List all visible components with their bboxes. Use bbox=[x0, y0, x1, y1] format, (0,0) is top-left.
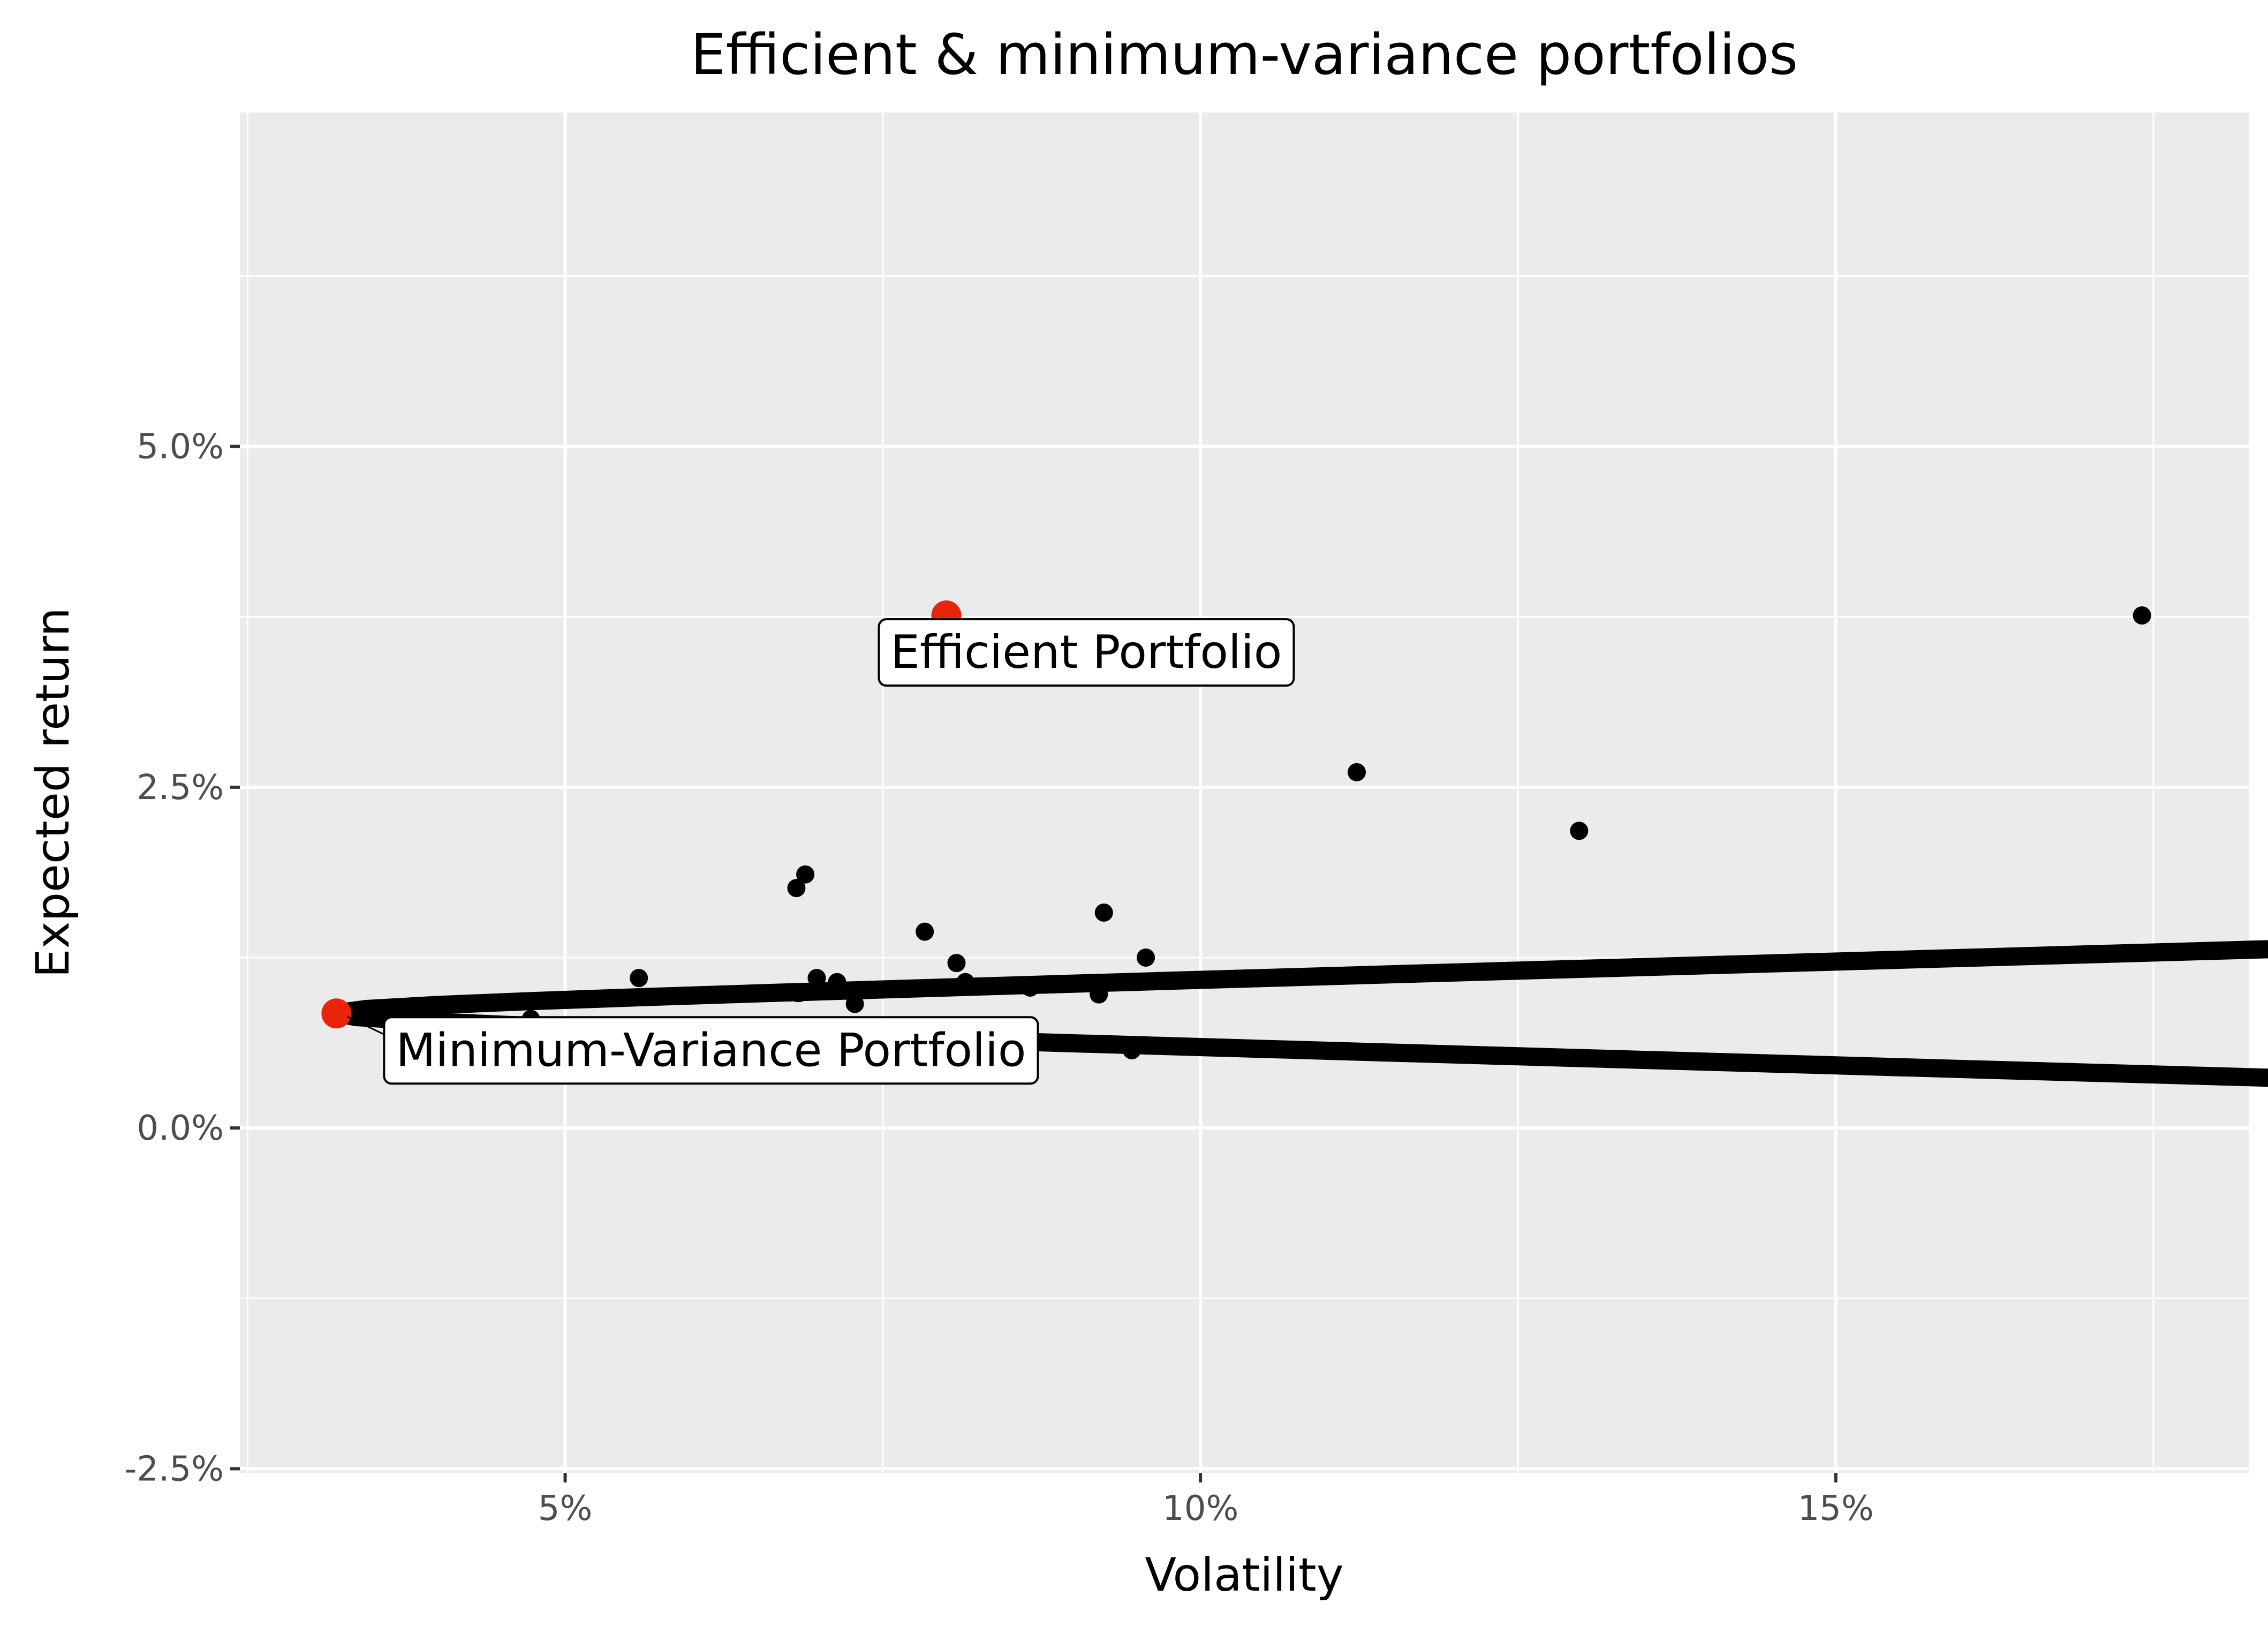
x-axis-title: Volatility bbox=[1145, 1548, 1343, 1602]
asset-point bbox=[1570, 822, 1589, 840]
asset-point bbox=[630, 969, 648, 988]
asset-point bbox=[1094, 903, 1113, 922]
asset-point bbox=[947, 954, 966, 973]
y-tick-label: 5.0% bbox=[137, 427, 224, 467]
asset-point bbox=[787, 879, 806, 898]
x-tick-label: 10% bbox=[1162, 1489, 1238, 1529]
highlighted-portfolios: Efficient Portfolio Minimum-Variance Port… bbox=[321, 600, 1295, 1085]
y-axis-title: Expected return bbox=[26, 607, 80, 978]
label-leader-line bbox=[346, 1015, 385, 1035]
asset-point bbox=[1137, 948, 1155, 967]
grid-minor bbox=[240, 112, 2249, 1473]
asset-point bbox=[956, 973, 975, 991]
asset-point bbox=[1021, 978, 1040, 997]
asset-point bbox=[916, 922, 934, 941]
x-axis-ticks: 5% 10% 15% bbox=[538, 1473, 1874, 1529]
y-axis-ticks: -2.5% 0.0% 2.5% 5.0% bbox=[124, 427, 240, 1489]
grid-major bbox=[240, 112, 2249, 1473]
x-tick-label: 15% bbox=[1798, 1489, 1874, 1529]
asset-point bbox=[845, 995, 864, 1013]
x-tick-label: 5% bbox=[538, 1489, 593, 1529]
asset-points bbox=[521, 606, 2151, 1060]
asset-point bbox=[1091, 977, 1109, 996]
portfolio-label-box bbox=[878, 618, 1295, 687]
plot-panel bbox=[240, 112, 2249, 1473]
asset-point bbox=[1122, 1041, 1141, 1060]
asset-point bbox=[828, 973, 846, 991]
y-tick-label: -2.5% bbox=[124, 1449, 224, 1489]
portfolio-label: Efficient Portfolio bbox=[890, 626, 1282, 679]
highlight-point bbox=[321, 998, 352, 1029]
y-tick-label: 2.5% bbox=[137, 768, 224, 808]
asset-point bbox=[790, 984, 808, 1003]
portfolio-label: Minimum-Variance Portfolio bbox=[396, 1023, 1026, 1077]
asset-point bbox=[2133, 606, 2151, 625]
portfolio-label-box bbox=[383, 1016, 1039, 1085]
chart-title: Efficient & minimum-variance portfolios bbox=[691, 22, 1798, 87]
asset-point bbox=[1348, 763, 1366, 781]
asset-point bbox=[807, 969, 826, 988]
y-tick-label: 0.0% bbox=[137, 1109, 224, 1148]
asset-point bbox=[796, 865, 815, 884]
